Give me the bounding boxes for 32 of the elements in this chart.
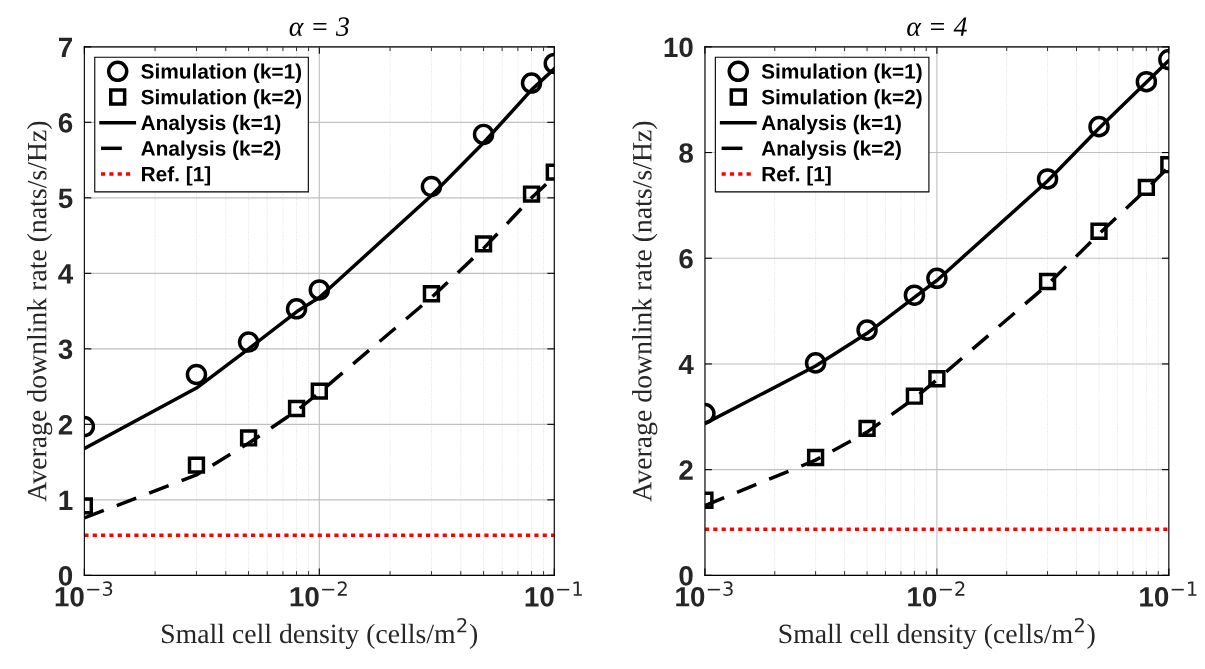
y-tick-label: 10 bbox=[664, 37, 693, 58]
legend-label: Analysis (k=1) bbox=[141, 114, 281, 135]
legend-label: Ref. [1] bbox=[141, 166, 211, 186]
y-tick-label: 2 bbox=[58, 415, 73, 435]
y-axis-title: Average downlink rate (nats/s/Hz) bbox=[26, 121, 53, 502]
x-tick-label: 10$^{−2}$ bbox=[290, 581, 347, 607]
y-tick-label: 1 bbox=[59, 490, 73, 510]
x-tick-label: 10$^{−1}$ bbox=[525, 581, 582, 607]
y-tick-label: 6 bbox=[679, 248, 693, 269]
x-tick-label: 10$^{−1}$ bbox=[1140, 581, 1197, 607]
y-tick-label: 6 bbox=[58, 113, 73, 133]
legend-label: Analysis (k=1) bbox=[761, 114, 901, 135]
y-axis-title: Average downlink rate (nats/s/Hz) bbox=[632, 121, 658, 502]
legend-label: Simulation (k=2) bbox=[141, 89, 302, 109]
y-tick-label: 8 bbox=[679, 143, 693, 163]
chart-title: α = 4 bbox=[907, 17, 967, 37]
x-tick-label: 10$^{−2}$ bbox=[908, 581, 965, 607]
y-tick-label: 3 bbox=[58, 339, 73, 360]
x-axis-title: Small cell density (cells/m$^{2}$) bbox=[779, 617, 1095, 649]
y-tick-label: 4 bbox=[678, 354, 694, 374]
x-axis-title: Small cell density (cells/m$^{2}$) bbox=[162, 617, 478, 649]
legend-label: Simulation (k=1) bbox=[761, 63, 922, 83]
legend-label: Ref. [1] bbox=[762, 166, 831, 186]
legend-label: Simulation (k=1) bbox=[141, 63, 302, 83]
y-tick-label: 7 bbox=[58, 37, 73, 57]
chart-title: α = 3 bbox=[289, 17, 349, 37]
y-tick-label: 5 bbox=[58, 188, 73, 209]
legend-label: Analysis (k=2) bbox=[761, 140, 901, 160]
legend-label: Simulation (k=2) bbox=[761, 89, 922, 109]
legend-label: Analysis (k=2) bbox=[141, 140, 281, 160]
y-tick-label: 2 bbox=[679, 460, 693, 480]
y-tick-label: 4 bbox=[58, 264, 74, 284]
